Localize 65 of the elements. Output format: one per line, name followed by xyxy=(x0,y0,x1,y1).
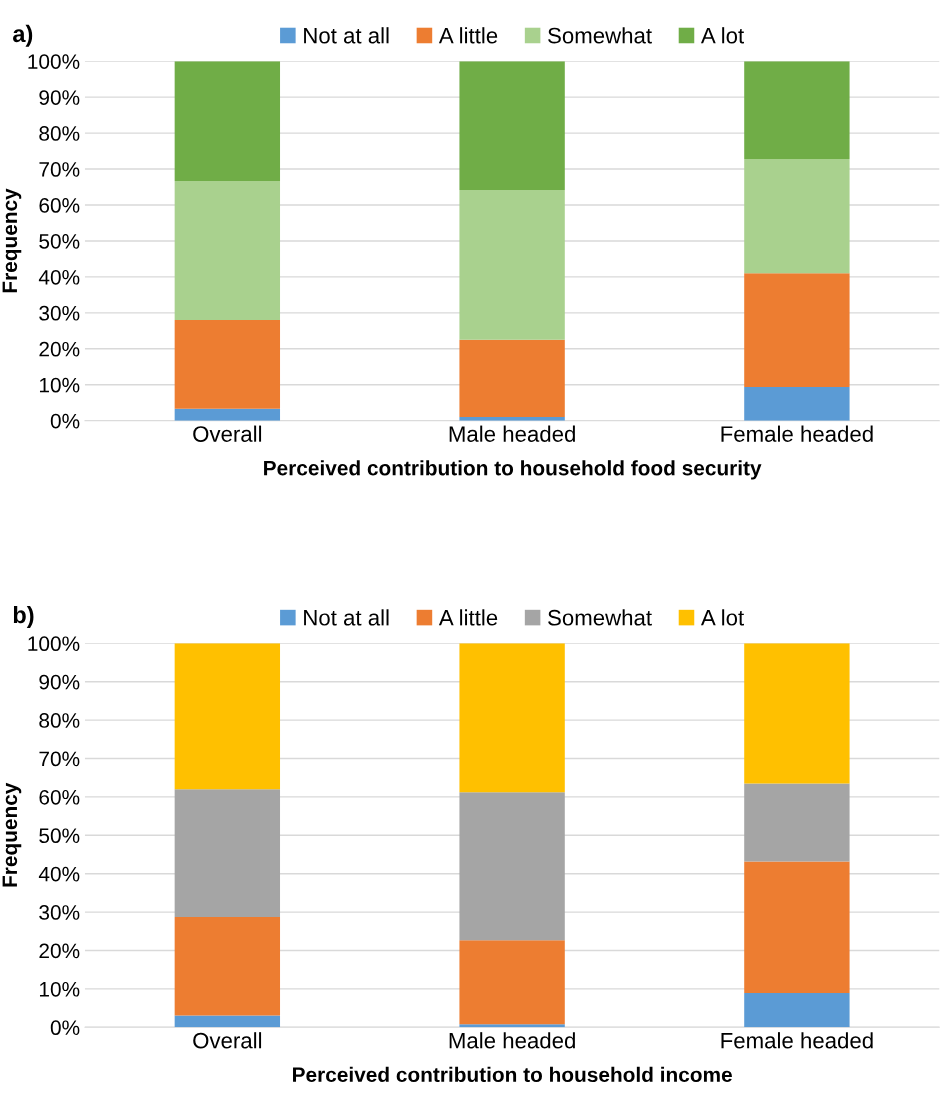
bar xyxy=(459,792,565,941)
y-tick-label: 30% xyxy=(39,305,80,321)
bar xyxy=(744,159,850,274)
y-tick-label: 100% xyxy=(28,636,80,652)
legend-label: A lot xyxy=(700,609,745,626)
y-tick-label: 0% xyxy=(50,1020,80,1036)
y-tick-label: 80% xyxy=(39,713,80,728)
y-tick-label: 90% xyxy=(39,90,80,105)
bar xyxy=(459,189,565,340)
bar xyxy=(459,1024,565,1028)
bar xyxy=(174,917,281,1016)
y-tick-label: 10% xyxy=(39,981,80,997)
bar xyxy=(744,783,850,862)
x-tick-label: Overall xyxy=(193,1032,262,1049)
bar xyxy=(744,61,850,159)
bar xyxy=(459,339,565,418)
y-tick-label: 20% xyxy=(39,943,80,959)
bar xyxy=(459,643,565,793)
y-tick-label: 20% xyxy=(39,341,80,357)
x-tick-label: Male headed xyxy=(449,425,575,442)
y-tick-label: 40% xyxy=(38,269,80,285)
x-tick-label: Male headed xyxy=(449,1032,575,1049)
y-tick-label: 60% xyxy=(39,198,80,213)
bar xyxy=(744,861,850,994)
y-tick-label: 90% xyxy=(39,674,80,690)
x-tick-label: Female headed xyxy=(721,1032,873,1049)
x-tick-label: Female headed xyxy=(721,425,873,442)
y-tick-label: 0% xyxy=(50,413,80,429)
bar xyxy=(174,408,281,421)
text: a) xyxy=(13,24,33,47)
bar xyxy=(174,180,281,321)
bar xyxy=(174,789,281,918)
bar xyxy=(744,993,850,1028)
y-tick-label: 100% xyxy=(28,54,80,69)
bar xyxy=(174,320,281,409)
legend-label: Somewhat xyxy=(548,27,652,44)
bar xyxy=(174,61,281,181)
y-tick-label: 80% xyxy=(39,126,80,141)
legend-label: A lot xyxy=(700,27,745,44)
bar xyxy=(459,61,565,190)
y-tick-label: 10% xyxy=(39,377,80,393)
y-tick-label: 50% xyxy=(39,233,80,249)
legend-label: Somewhat xyxy=(548,609,652,626)
y-tick-label: 50% xyxy=(39,828,80,844)
y-tick-label: 60% xyxy=(39,789,80,805)
legend-label: Not at all xyxy=(304,609,389,626)
x-axis-title: Perceived contribution to household income xyxy=(293,1066,732,1083)
y-tick-label: 30% xyxy=(39,905,80,920)
x-axis-title: Perceived contribution to household food security xyxy=(264,460,762,480)
legend-label: Not at all xyxy=(304,27,389,44)
x-tick-label: Overall xyxy=(193,425,262,442)
text: b) xyxy=(13,605,34,628)
legend-label: A little xyxy=(438,27,498,44)
bar xyxy=(174,1015,281,1028)
y-axis-title: Frequency xyxy=(2,188,22,293)
bar xyxy=(744,386,850,421)
y-tick-label: 40% xyxy=(38,866,80,882)
bar xyxy=(174,643,281,790)
y-tick-label: 70% xyxy=(39,751,80,767)
legend-label: A little xyxy=(438,609,498,626)
bar xyxy=(744,643,850,784)
y-tick-label: 70% xyxy=(39,162,80,177)
y-axis-title: Frequency xyxy=(2,782,22,887)
bar xyxy=(459,940,565,1025)
bar xyxy=(744,273,850,387)
